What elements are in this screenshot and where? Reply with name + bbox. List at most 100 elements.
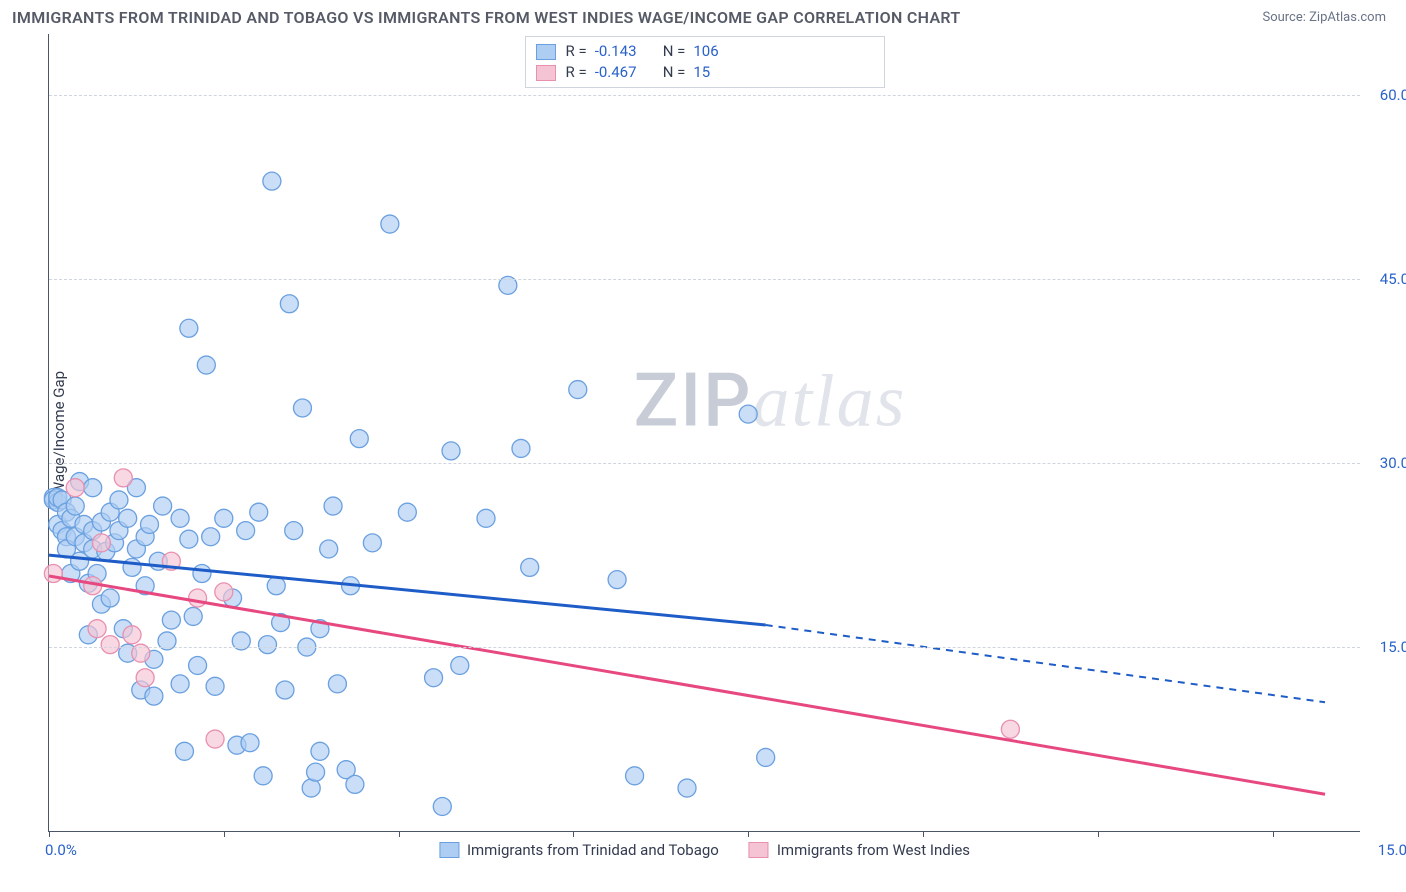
trend-line-tt	[49, 555, 766, 625]
scatter-point-tt	[184, 607, 202, 625]
x-tick	[923, 831, 924, 837]
scatter-point-tt	[451, 656, 469, 674]
scatter-point-tt	[739, 405, 757, 423]
x-tick-label-min: 0.0%	[45, 841, 77, 859]
legend-label-tt: Immigrants from Trinidad and Tobago	[467, 841, 719, 859]
scatter-point-tt	[110, 491, 128, 509]
scatter-point-tt	[171, 675, 189, 693]
trend-line-wi	[49, 576, 1325, 794]
label-r: R =	[566, 41, 587, 62]
value-n-tt: 106	[693, 41, 753, 62]
scatter-point-tt	[254, 767, 272, 785]
scatter-point-wi	[206, 730, 224, 748]
scatter-point-tt	[442, 442, 460, 460]
scatter-point-tt	[263, 172, 281, 190]
x-tick	[1098, 831, 1099, 837]
scatter-point-tt	[259, 636, 277, 654]
scatter-point-tt	[180, 530, 198, 548]
scatter-point-wi	[101, 636, 119, 654]
scatter-point-tt	[280, 295, 298, 313]
scatter-point-tt	[206, 677, 224, 695]
label-n: N =	[663, 41, 686, 62]
scatter-point-tt	[237, 522, 255, 540]
scatter-point-tt	[267, 577, 285, 595]
stats-text-tt: R = -0.143 N = 106	[566, 41, 754, 62]
scatter-point-tt	[678, 779, 696, 797]
plot-area: Wage/Income Gap ZIPatlas R = -0.143 N = …	[48, 34, 1360, 832]
value-n-wi: 15	[693, 62, 753, 83]
scatter-point-tt	[141, 515, 159, 533]
y-tick-label: 60.0%	[1380, 86, 1406, 104]
scatter-point-tt	[84, 479, 102, 497]
scatter-point-wi	[114, 469, 132, 487]
scatter-point-wi	[123, 626, 141, 644]
x-tick-label-max: 15.0%	[1378, 841, 1406, 859]
scatter-point-tt	[363, 534, 381, 552]
legend-label-wi: Immigrants from West Indies	[777, 841, 970, 859]
value-r-tt: -0.143	[595, 41, 655, 62]
trend-line-dash-tt	[766, 625, 1325, 702]
scatter-point-tt	[197, 356, 215, 374]
scatter-point-tt	[398, 503, 416, 521]
bottom-legend: Immigrants from Trinidad and Tobago Immi…	[439, 841, 970, 859]
gridline	[49, 279, 1360, 280]
scatter-point-tt	[175, 742, 193, 760]
source-label: Source: ZipAtlas.com	[1262, 10, 1386, 25]
scatter-point-tt	[521, 558, 539, 576]
scatter-point-tt	[145, 687, 163, 705]
scatter-point-tt	[320, 540, 338, 558]
scatter-point-tt	[608, 571, 626, 589]
scatter-point-tt	[119, 509, 137, 527]
gridline	[49, 463, 1360, 464]
scatter-point-tt	[101, 589, 119, 607]
scatter-point-tt	[425, 669, 443, 687]
scatter-point-wi	[136, 669, 154, 687]
swatch-tt-icon	[439, 842, 459, 858]
x-tick	[49, 831, 50, 837]
label-r: R =	[566, 62, 587, 83]
scatter-point-tt	[350, 430, 368, 448]
scatter-point-wi	[1001, 720, 1019, 738]
scatter-point-tt	[307, 763, 325, 781]
chart-title: IMMIGRANTS FROM TRINIDAD AND TOBAGO VS I…	[12, 8, 961, 27]
y-tick-label: 30.0%	[1380, 454, 1406, 472]
x-tick	[748, 831, 749, 837]
stats-legend-box: R = -0.143 N = 106 R = -0.467 N = 15	[525, 36, 885, 88]
scatter-svg	[49, 34, 1360, 831]
x-tick	[224, 831, 225, 837]
swatch-wi	[536, 65, 556, 81]
y-tick-label: 45.0%	[1380, 270, 1406, 288]
scatter-point-tt	[328, 675, 346, 693]
scatter-point-tt	[180, 319, 198, 337]
scatter-point-tt	[123, 558, 141, 576]
value-r-wi: -0.467	[595, 62, 655, 83]
scatter-point-tt	[241, 734, 259, 752]
label-n: N =	[663, 62, 686, 83]
scatter-point-tt	[346, 775, 364, 793]
scatter-point-tt	[285, 522, 303, 540]
x-tick	[573, 831, 574, 837]
scatter-point-tt	[381, 215, 399, 233]
scatter-point-wi	[189, 589, 207, 607]
scatter-point-tt	[250, 503, 268, 521]
scatter-point-tt	[202, 528, 220, 546]
scatter-point-wi	[215, 583, 233, 601]
scatter-point-tt	[66, 497, 84, 515]
y-tick-label: 15.0%	[1380, 638, 1406, 656]
stats-text-wi: R = -0.467 N = 15	[566, 62, 754, 83]
scatter-point-tt	[162, 611, 180, 629]
gridline	[49, 647, 1360, 648]
scatter-point-tt	[477, 509, 495, 527]
legend-item-wi: Immigrants from West Indies	[749, 841, 970, 859]
scatter-point-tt	[293, 399, 311, 417]
scatter-point-tt	[302, 779, 320, 797]
gridline	[49, 95, 1360, 96]
scatter-point-tt	[626, 767, 644, 785]
scatter-point-wi	[44, 565, 62, 583]
scatter-point-tt	[569, 381, 587, 399]
scatter-point-tt	[215, 509, 233, 527]
scatter-point-wi	[92, 534, 110, 552]
scatter-point-tt	[324, 497, 342, 515]
scatter-point-tt	[189, 656, 207, 674]
scatter-point-tt	[171, 509, 189, 527]
